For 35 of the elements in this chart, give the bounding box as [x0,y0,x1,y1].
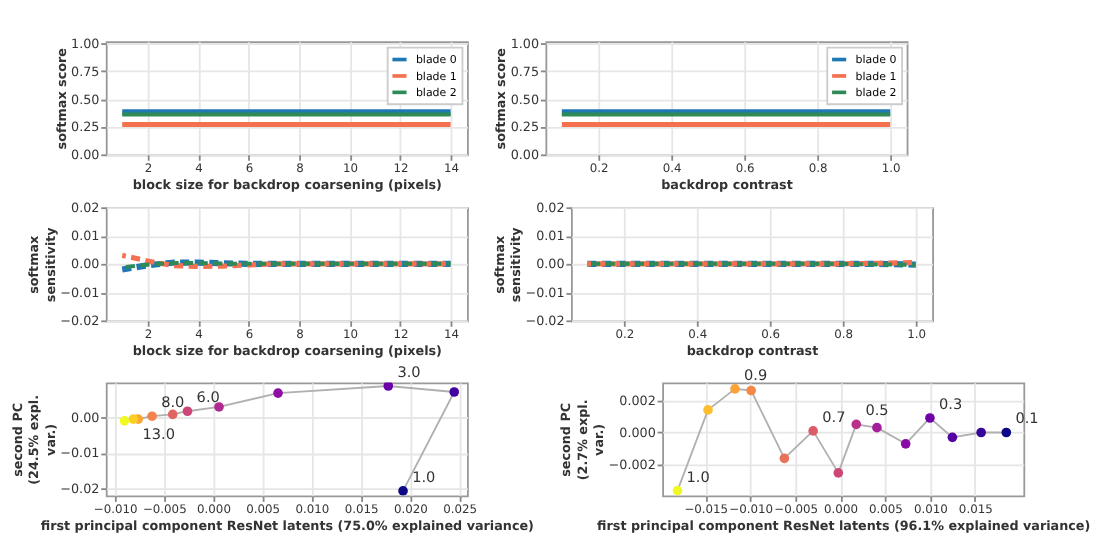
point [833,468,844,478]
point [167,409,178,420]
annotation: 0.5 [865,401,889,420]
point [147,411,157,422]
point [214,402,224,412]
point [398,486,408,496]
annotation: 0.1 [1015,409,1039,428]
point [383,382,394,391]
annotation: 1.0 [686,467,711,486]
point [925,413,935,423]
point [119,416,130,426]
point [851,419,862,430]
point [128,414,139,424]
point [872,422,882,433]
point [808,426,818,436]
annotation: 0.3 [939,394,963,413]
annotation: 6.0 [196,388,221,407]
point [779,453,790,464]
annotation: 8.0 [161,393,186,412]
point [746,385,756,396]
point [449,387,460,397]
point [273,388,283,398]
annotation: 0.7 [822,407,847,426]
point [672,485,683,496]
annotation: 3.0 [397,362,422,381]
annotation: 0.9 [744,365,768,384]
point [182,406,193,417]
point [900,439,911,449]
point [730,384,740,394]
point [1001,427,1012,438]
annotation: 13.0 [142,425,176,444]
annotation: 1.0 [412,467,437,486]
point [703,405,713,415]
point [947,432,958,443]
point [976,427,986,438]
